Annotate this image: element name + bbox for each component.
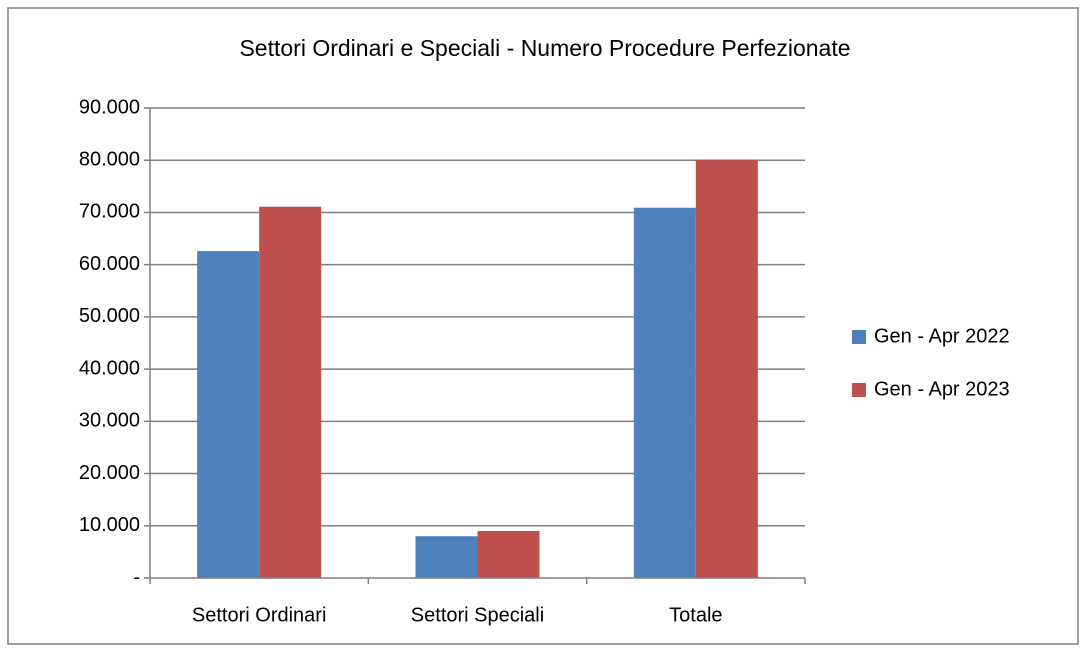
legend-swatch (852, 330, 866, 344)
legend-label: Gen - Apr 2022 (874, 325, 1010, 347)
legend-swatch (852, 383, 866, 397)
y-tick-label: 10.000 (79, 514, 140, 536)
x-tick-label: Totale (669, 604, 722, 626)
bar (415, 536, 478, 578)
y-tick-label: 90.000 (79, 96, 140, 118)
y-tick-label: 70.000 (79, 201, 140, 223)
y-tick-label: 40.000 (79, 357, 140, 379)
bar (633, 207, 696, 578)
y-tick-label: 20.000 (79, 462, 140, 484)
x-tick-label: Settori Ordinari (192, 604, 327, 626)
bar (259, 206, 322, 578)
chart-title: Settori Ordinari e Speciali - Numero Pro… (239, 35, 850, 61)
y-tick-label: - (133, 566, 140, 588)
x-tick-label: Settori Speciali (411, 604, 544, 626)
y-tick-label: 80.000 (79, 149, 140, 171)
bar (477, 531, 540, 578)
chart-frame (7, 7, 1079, 645)
bar (695, 159, 758, 578)
legend-label: Gen - Apr 2023 (874, 378, 1010, 400)
bar (197, 251, 260, 579)
y-tick-label: 30.000 (79, 410, 140, 432)
y-tick-label: 60.000 (79, 253, 140, 275)
y-tick-label: 50.000 (79, 305, 140, 327)
